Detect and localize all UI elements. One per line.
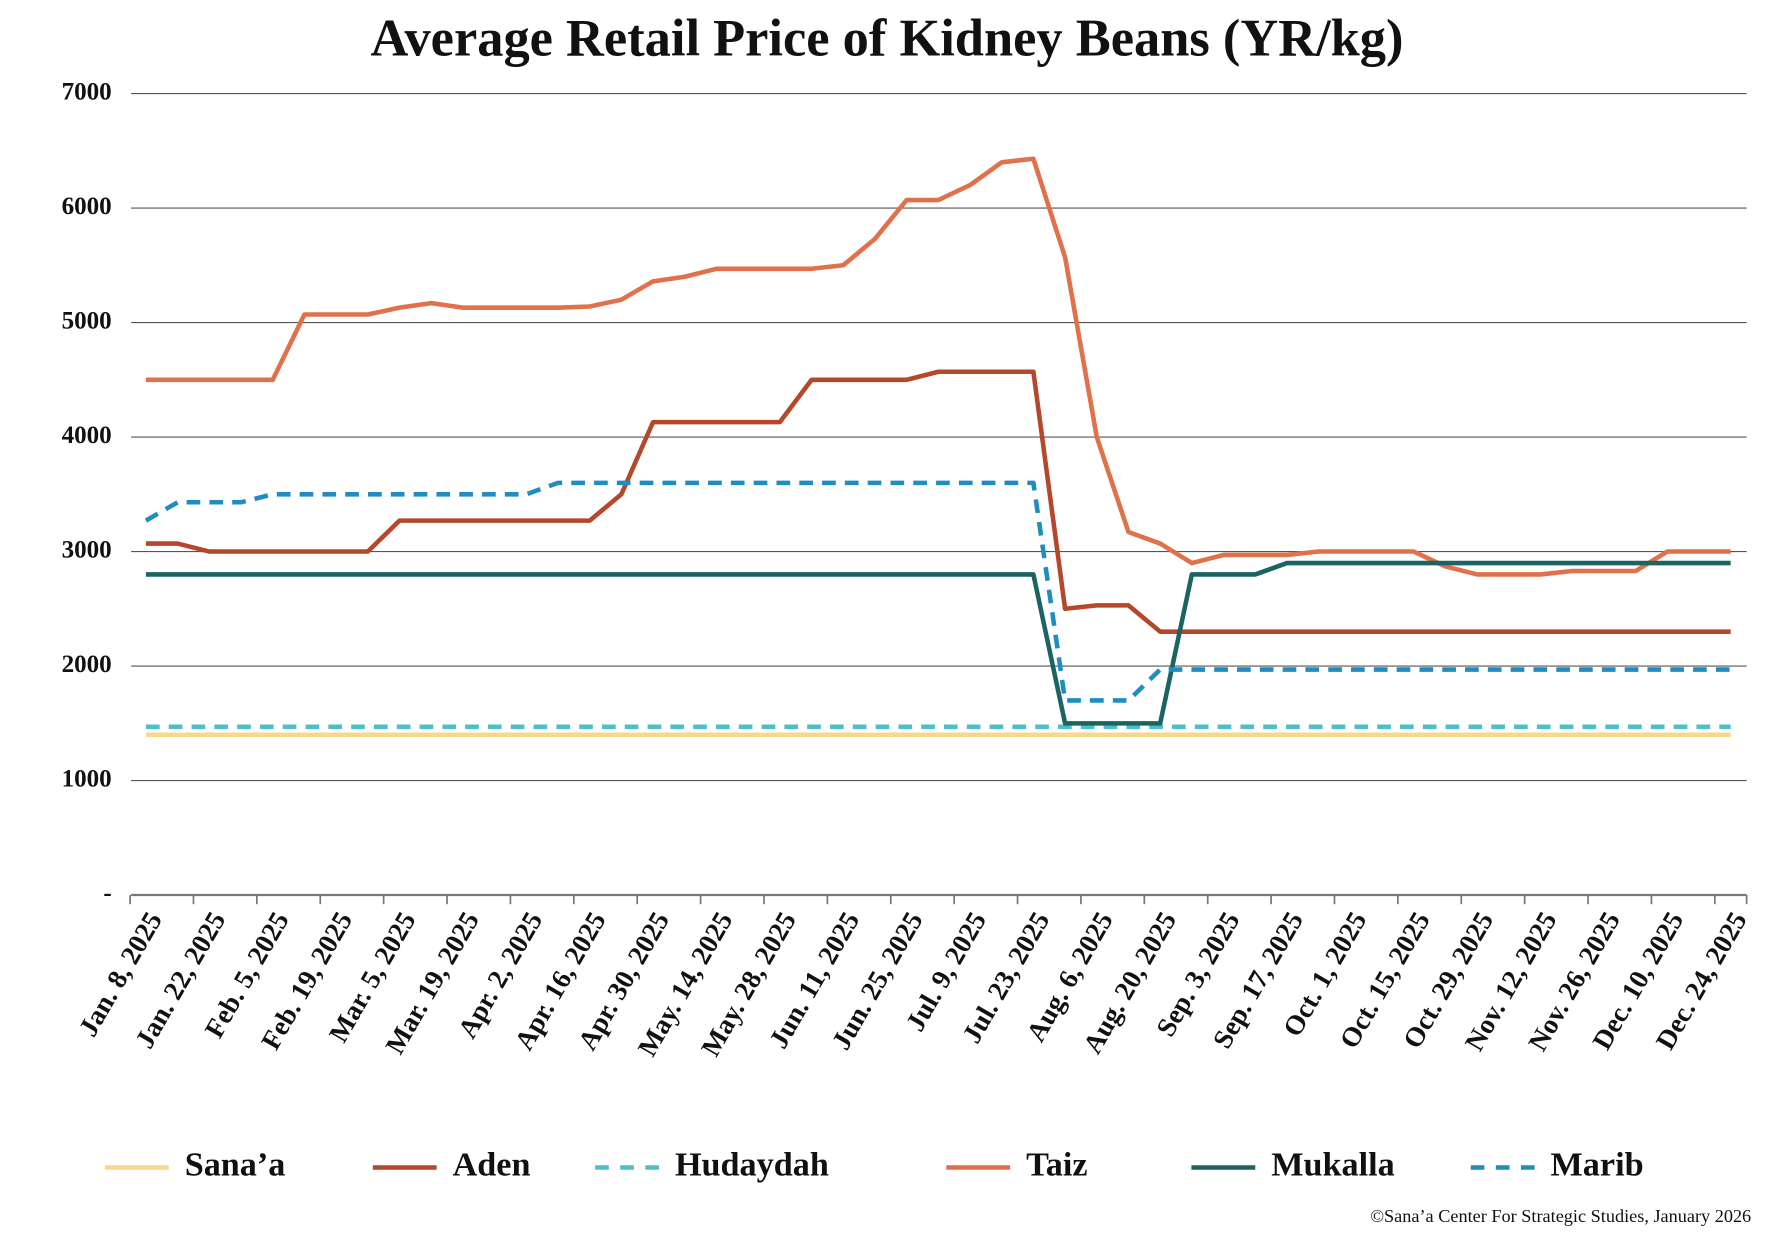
y-tick-label: 4000 bbox=[62, 422, 112, 449]
legend-label: Mukalla bbox=[1271, 1146, 1394, 1183]
line-series bbox=[145, 369, 1731, 634]
y-tick-label: 7000 bbox=[62, 78, 112, 105]
line-series bbox=[145, 560, 1731, 726]
chart-title: Average Retail Price of Kidney Beans (YR… bbox=[370, 9, 1403, 67]
legend-label: Aden bbox=[453, 1146, 531, 1183]
y-tick-label: 2000 bbox=[62, 651, 112, 678]
legend-label: Taiz bbox=[1026, 1146, 1087, 1183]
y-tick-label: 3000 bbox=[62, 536, 112, 563]
line-series bbox=[145, 156, 1731, 577]
y-tick-label: 5000 bbox=[62, 307, 112, 334]
legend-label: Marib bbox=[1551, 1146, 1644, 1183]
line-series bbox=[144, 480, 1731, 703]
legend-label: Sana’a bbox=[185, 1146, 286, 1183]
y-tick-label: 6000 bbox=[62, 193, 112, 220]
y-tick-label: 1000 bbox=[62, 765, 112, 792]
source-note: ©Sana’a Center For Strategic Studies, Ja… bbox=[1370, 1206, 1751, 1226]
legend-label: Hudaydah bbox=[675, 1146, 829, 1183]
y-tick-label: - bbox=[103, 880, 111, 907]
